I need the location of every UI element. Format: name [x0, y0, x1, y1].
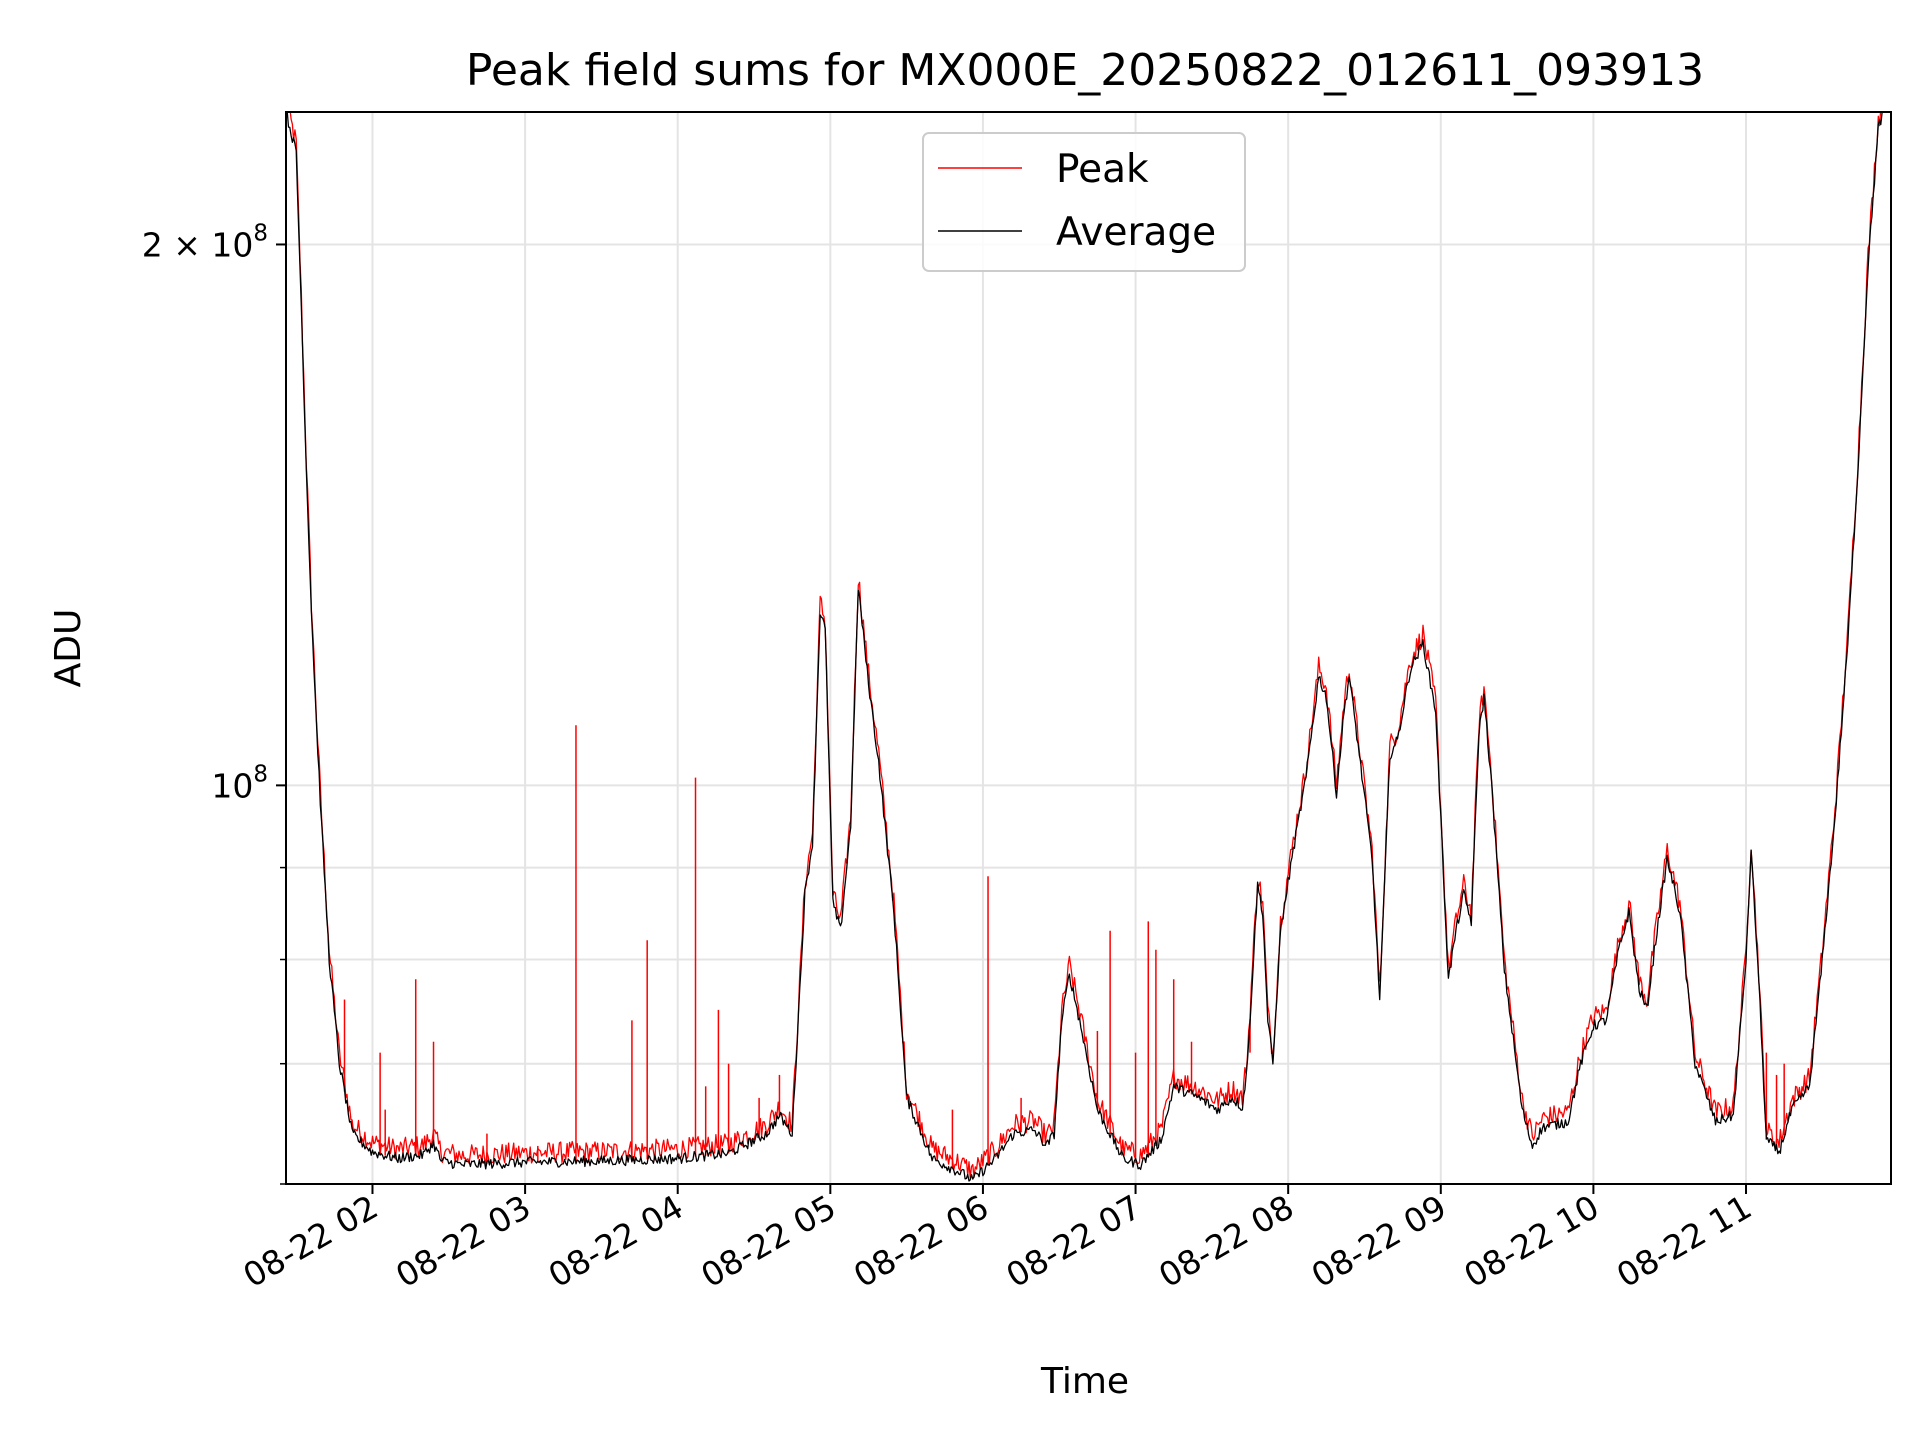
- y-tick-base: 10: [211, 225, 253, 264]
- y-tick-label: 108: [211, 761, 268, 805]
- y-tick-exponent: 8: [253, 220, 268, 246]
- series-line-peak: [286, 112, 1882, 1179]
- y-tick-coef: 2 ×: [142, 225, 212, 264]
- plot-frame: [285, 111, 1892, 1185]
- x-axis-label: Time: [1040, 1361, 1129, 1402]
- legend: Peak Average: [922, 132, 1246, 272]
- series-line-average: [286, 112, 1884, 1182]
- series-layer: [286, 112, 1884, 1182]
- y-tick-base: 10: [211, 766, 253, 805]
- legend-label-peak: Peak: [1056, 147, 1149, 192]
- chart-title: Peak field sums for MX000E_20250822_0126…: [466, 45, 1704, 96]
- y-tick-label: 2 × 108: [142, 220, 268, 264]
- y-axis-label: ADU: [48, 609, 89, 688]
- legend-label-average: Average: [1056, 210, 1216, 255]
- y-tick-exponent: 8: [253, 761, 268, 787]
